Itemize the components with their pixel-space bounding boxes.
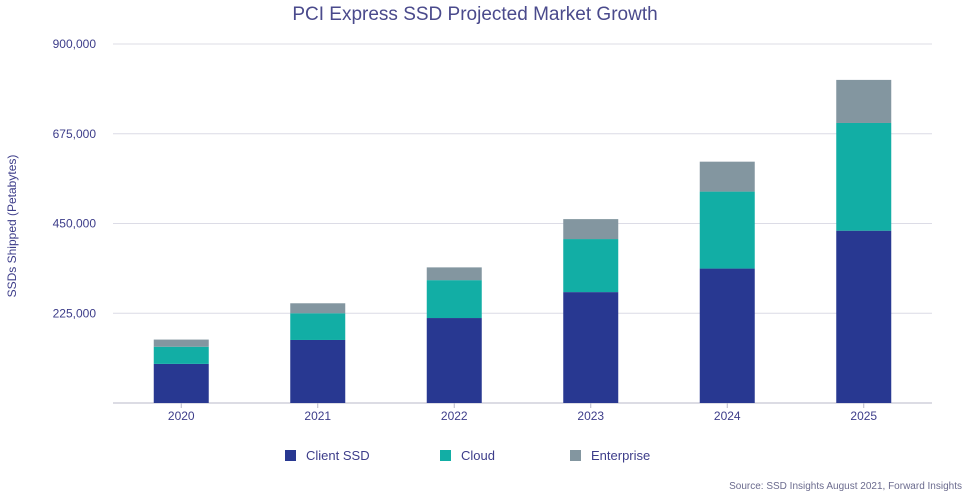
bar-2024-client-ssd — [699, 268, 755, 403]
bar-2024-enterprise — [699, 161, 755, 192]
bar-2021-enterprise — [290, 303, 346, 314]
bar-2025-cloud — [836, 122, 892, 231]
legend-swatch-cloud — [440, 450, 451, 461]
legend-label-enterprise: Enterprise — [591, 448, 651, 463]
bar-2022-cloud — [426, 280, 482, 319]
bar-2024-cloud — [699, 191, 755, 269]
x-tick-label-2021: 2021 — [304, 409, 331, 423]
legend-swatch-enterprise — [570, 450, 581, 461]
x-tick-label-2020: 2020 — [168, 409, 195, 423]
y-tick-label-1: 450,000 — [53, 217, 97, 231]
bar-2025-client-ssd — [836, 230, 892, 403]
bar-2021-client-ssd — [290, 339, 346, 403]
chart-title: PCI Express SSD Projected Market Growth — [292, 4, 658, 25]
legend-item-enterprise: Enterprise — [570, 448, 650, 463]
bar-2022-enterprise — [426, 267, 482, 281]
bar-2020-cloud — [153, 346, 209, 364]
legend-item-client-ssd: Client SSD — [285, 448, 370, 463]
bar-2021-cloud — [290, 313, 346, 340]
legend-item-cloud: Cloud — [440, 448, 495, 463]
y-tick-label-2: 675,000 — [53, 127, 97, 141]
legend-label-client-ssd: Client SSD — [306, 448, 370, 463]
legend-label-cloud: Cloud — [461, 448, 495, 463]
bar-2020-enterprise — [153, 339, 209, 347]
x-tick-label-2023: 2023 — [577, 409, 604, 423]
bar-2023-cloud — [563, 239, 619, 293]
y-tick-label-3: 900,000 — [53, 37, 97, 51]
x-tick-label-2022: 2022 — [441, 409, 468, 423]
x-tick-label-2025: 2025 — [850, 409, 877, 423]
x-tick-label-2024: 2024 — [714, 409, 741, 423]
bar-2020-client-ssd — [153, 363, 209, 403]
source-note: Source: SSD Insights August 2021, Forwar… — [729, 481, 962, 492]
bar-2025-enterprise — [836, 79, 892, 123]
y-tick-label-0: 225,000 — [53, 306, 97, 320]
bar-2023-enterprise — [563, 219, 619, 240]
bar-2022-client-ssd — [426, 318, 482, 403]
bar-2023-client-ssd — [563, 292, 619, 403]
legend-swatch-client-ssd — [285, 450, 296, 461]
legend: Client SSD Cloud Enterprise — [0, 448, 970, 468]
